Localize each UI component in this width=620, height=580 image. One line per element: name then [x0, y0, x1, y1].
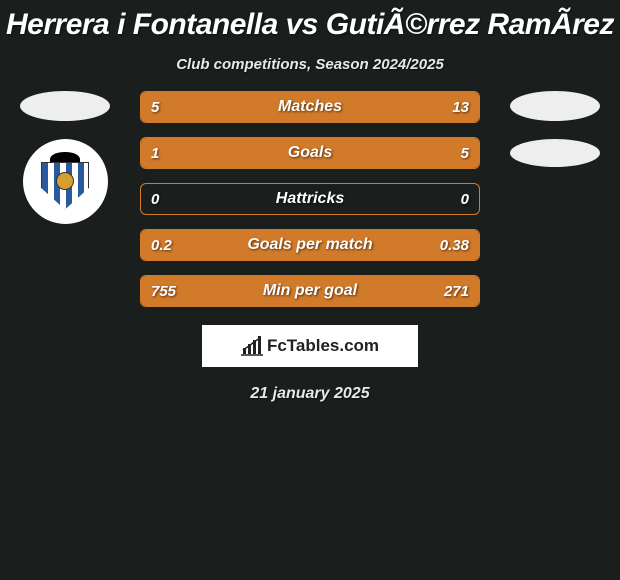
date-text: 21 january 2025 — [0, 385, 620, 403]
stat-value-left: 5 — [151, 99, 159, 116]
stat-value-right: 5 — [461, 145, 469, 162]
stat-label: Goals — [288, 144, 332, 162]
stat-bar-fill-left — [141, 138, 197, 168]
stat-value-left: 0 — [151, 191, 159, 208]
stat-label: Hattricks — [276, 190, 344, 208]
stat-value-right: 0 — [461, 191, 469, 208]
subtitle: Club competitions, Season 2024/2025 — [0, 56, 620, 73]
stat-bar: 1 Goals 5 — [140, 137, 480, 169]
stat-bar: 0 Hattricks 0 — [140, 183, 480, 215]
stat-value-left: 0.2 — [151, 237, 172, 254]
stat-value-right: 13 — [452, 99, 469, 116]
stats-bars: 5 Matches 13 1 Goals 5 0 Hattricks 0 0.2 Goals per… — [140, 91, 480, 307]
stat-value-left: 1 — [151, 145, 159, 162]
shield-icon — [41, 152, 89, 212]
comparison-panel: 5 Matches 13 1 Goals 5 0 Hattricks 0 0.2 Goals per… — [0, 91, 620, 307]
player-right-avatar — [510, 91, 600, 121]
player-right-column — [505, 91, 605, 167]
stat-label: Min per goal — [263, 282, 357, 300]
stat-bar-fill-right — [235, 92, 479, 122]
page-title: Herrera i Fontanella vs GutiÃ©rrez RamÃ­… — [0, 0, 620, 42]
stat-value-left: 755 — [151, 283, 176, 300]
player-left-column — [15, 91, 115, 224]
stat-value-right: 271 — [444, 283, 469, 300]
stat-label: Goals per match — [247, 236, 372, 254]
source-logo: FcTables.com — [202, 325, 418, 367]
stat-bar: 5 Matches 13 — [140, 91, 480, 123]
player-left-club-crest — [23, 139, 108, 224]
source-logo-text: FcTables.com — [267, 336, 379, 356]
stat-bar: 0.2 Goals per match 0.38 — [140, 229, 480, 261]
stat-value-right: 0.38 — [440, 237, 469, 254]
stat-label: Matches — [278, 98, 342, 116]
player-left-avatar — [20, 91, 110, 121]
bar-chart-icon — [241, 336, 263, 356]
stat-bar: 755 Min per goal 271 — [140, 275, 480, 307]
player-right-club-crest — [510, 139, 600, 167]
stat-bar-fill-right — [197, 138, 479, 168]
